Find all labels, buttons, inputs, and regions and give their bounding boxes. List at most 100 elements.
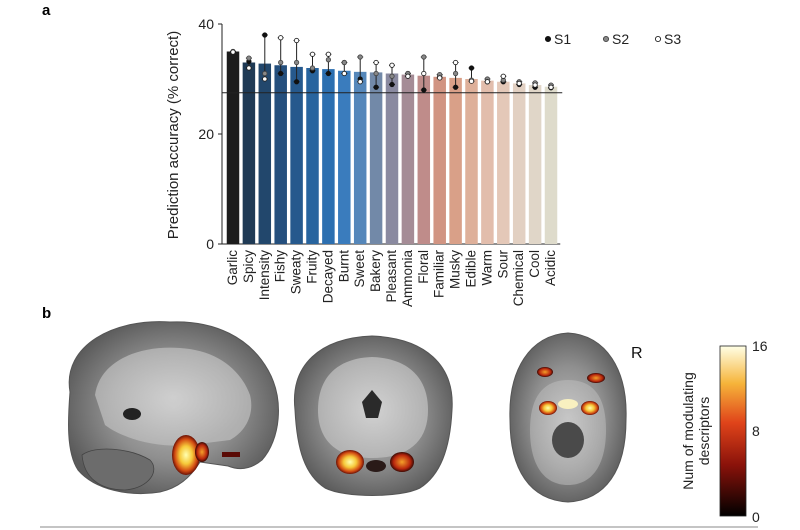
bar-decayed — [322, 69, 335, 244]
marker-s2 — [357, 54, 363, 60]
bar-chart: 0 20 40 Garlic Spicy Intensity Fishy Sweaty Fru… — [165, 16, 681, 307]
marker-s3 — [484, 79, 490, 85]
x-tick-label-fruity: Fruity — [305, 250, 320, 284]
bar-intensity — [258, 63, 272, 244]
marker-s2 — [452, 70, 459, 77]
marker-s3 — [309, 51, 316, 57]
marker-s3 — [325, 51, 331, 57]
x-tick-label-decayed: Decayed — [320, 250, 335, 303]
x-tick-label-burnt: Burnt — [336, 250, 351, 283]
y-tick-label: 20 — [198, 126, 214, 142]
marker-s2 — [293, 59, 300, 66]
legend-marker-s2 — [602, 35, 610, 43]
marker-s3 — [468, 78, 475, 84]
bar-chemical — [512, 83, 526, 245]
marker-s3 — [532, 82, 538, 88]
x-tick-label-sweet: Sweet — [352, 250, 367, 288]
marker-s1 — [468, 65, 475, 71]
bar-pleasant — [385, 73, 399, 244]
legend-label-s3: S3 — [664, 31, 681, 47]
x-tick-label-sweaty: Sweaty — [289, 250, 304, 295]
bar-garlic — [226, 51, 240, 244]
bar-fruity — [306, 68, 319, 244]
bar-acidic — [544, 86, 558, 244]
colorbar-mid-label: 8 — [752, 423, 760, 439]
bar-fishy — [274, 65, 287, 244]
bar-sour — [497, 81, 510, 244]
marker-s3 — [278, 35, 284, 41]
bar-sweet — [353, 71, 367, 244]
axial-activation-left — [539, 401, 557, 415]
sagittal-activation-speck — [222, 452, 240, 457]
marker-s3 — [500, 73, 506, 79]
panel-a-letter: a — [42, 2, 51, 19]
x-tick-label-sour: Sour — [495, 250, 510, 279]
y-tick-label: 40 — [198, 16, 214, 32]
x-tick-label-cool: Cool — [527, 250, 542, 278]
marker-s2 — [309, 65, 316, 71]
marker-s1 — [421, 87, 427, 93]
bar-ammonia — [401, 74, 415, 244]
sagittal-cerebellum — [81, 448, 155, 491]
coronal-activation-center — [366, 460, 386, 472]
x-tick-label-warm: Warm — [479, 250, 494, 286]
marker-s3 — [373, 59, 379, 66]
marker-s3 — [230, 49, 236, 55]
x-tick-labels: Garlic Spicy Intensity Fishy Sweaty Fruity Dec… — [225, 250, 558, 308]
legend-marker-s3 — [654, 35, 662, 43]
marker-s1 — [262, 32, 268, 38]
sagittal-white-matter — [95, 347, 252, 446]
y-tick-label: 0 — [206, 236, 214, 252]
marker-s1 — [293, 79, 300, 85]
x-tick-label-fishy: Fishy — [273, 250, 288, 283]
bar-burnt — [338, 70, 351, 244]
marker-s3 — [516, 80, 522, 87]
bar-bakery — [369, 72, 383, 245]
x-tick-label-chemical: Chemical — [511, 250, 526, 306]
x-tick-label-familiar: Familiar — [432, 250, 447, 299]
hemisphere-label: R — [631, 345, 643, 362]
coronal-ventricles — [362, 390, 382, 418]
axial-brainstem — [552, 422, 584, 458]
marker-s3 — [548, 84, 554, 90]
marker-s2 — [246, 55, 252, 61]
bar-spicy — [242, 62, 256, 244]
x-tick-label-floral: Floral — [416, 250, 431, 284]
x-tick-label-ammonia: Ammonia — [400, 250, 415, 308]
marker-s3 — [437, 75, 443, 81]
marker-s3 — [405, 73, 411, 79]
axial-activation-frontal-right — [587, 373, 605, 383]
legend-marker-s1 — [544, 35, 552, 43]
x-tick-label-spicy: Spicy — [241, 250, 256, 283]
legend: S1 S2 S3 — [544, 31, 681, 47]
marker-s3 — [341, 70, 347, 77]
panel-b-letter: b — [42, 305, 51, 322]
x-tick-label-bakery: Bakery — [368, 250, 383, 292]
colorbar-title-line2: descriptors — [696, 397, 712, 465]
marker-s2 — [421, 54, 427, 60]
bar-warm — [481, 80, 494, 245]
y-ticks: 0 20 40 — [198, 16, 222, 252]
bars — [226, 51, 558, 245]
colorbar-min-label: 0 — [752, 509, 760, 525]
marker-s3 — [357, 79, 363, 85]
sagittal-activation-small — [195, 442, 209, 462]
x-tick-label-edible: Edible — [464, 250, 479, 288]
axial-activation-center — [558, 399, 578, 409]
marker-s3 — [389, 62, 395, 68]
brain-axial-view: R — [509, 332, 643, 503]
bar-musky — [449, 77, 462, 245]
y-axis-title: Prediction accuracy (% correct) — [165, 31, 182, 239]
marker-s1 — [452, 84, 459, 90]
sagittal-activation-cluster — [172, 435, 200, 475]
bar-edible — [465, 79, 478, 244]
legend-label-s1: S1 — [554, 31, 571, 47]
colorbar-gradient — [719, 345, 747, 517]
marker-s3 — [262, 76, 268, 82]
bar-familiar — [433, 76, 446, 244]
marker-s3 — [421, 70, 427, 77]
sagittal-ventricle — [123, 408, 141, 420]
marker-s2 — [389, 73, 395, 79]
brain-sagittal-view — [67, 321, 279, 495]
